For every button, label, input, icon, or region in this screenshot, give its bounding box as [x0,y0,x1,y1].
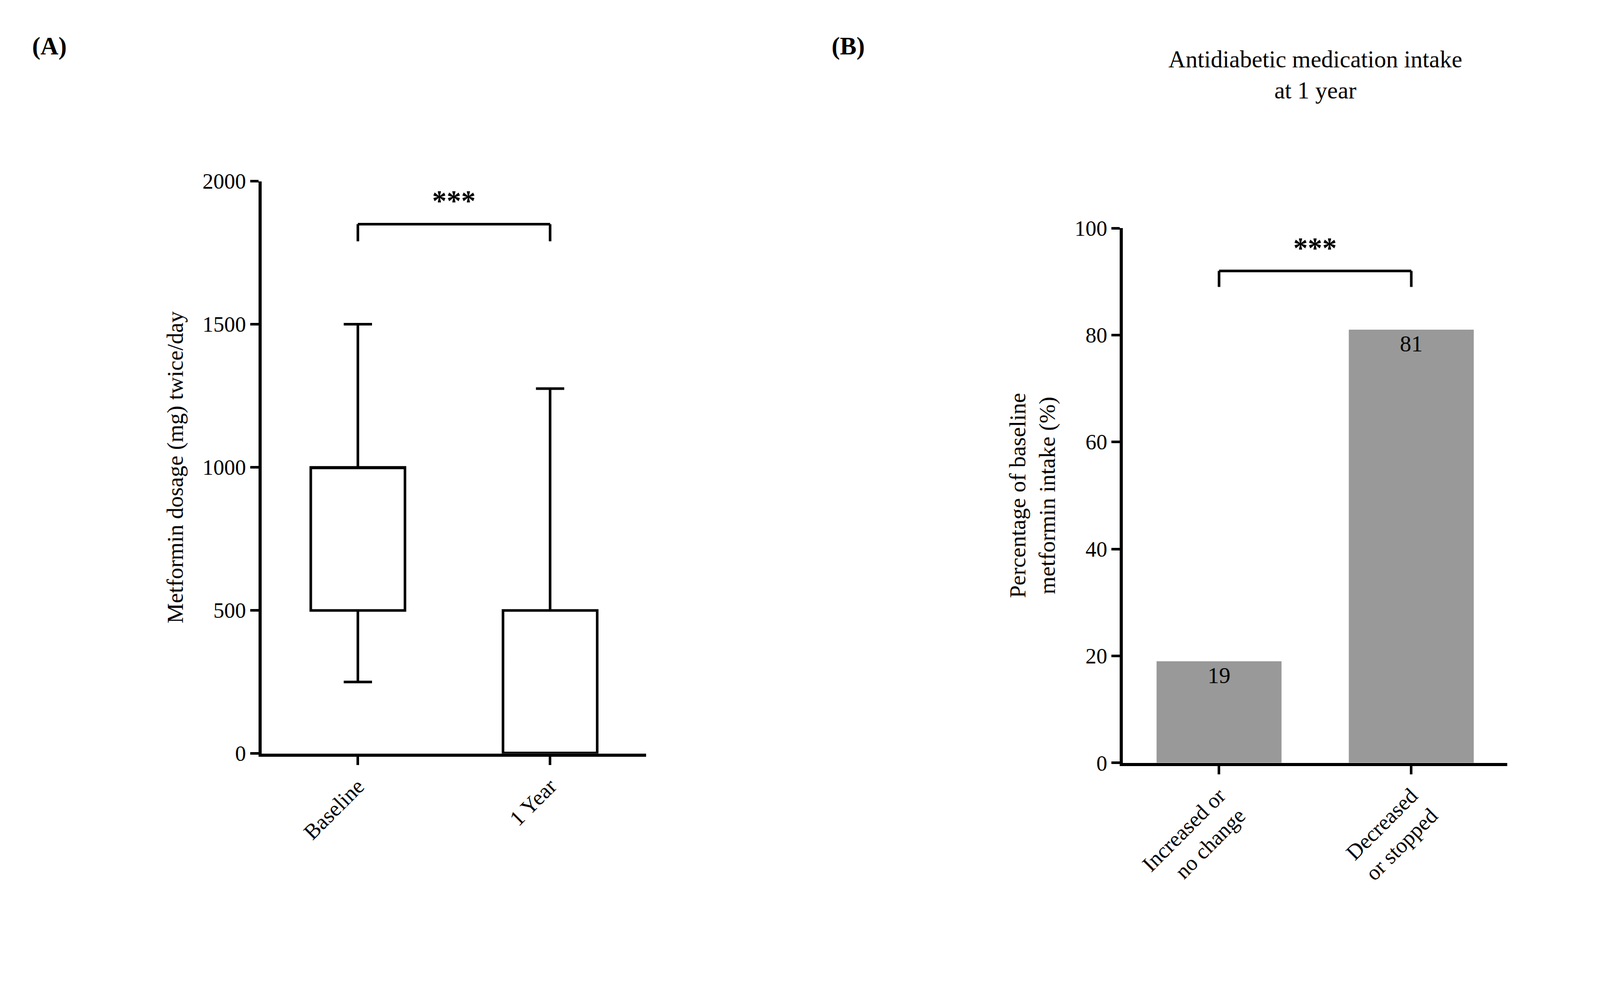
svg-text:Baseline: Baseline [298,774,369,845]
svg-text:1000: 1000 [202,455,247,480]
svg-text:***: *** [432,184,476,218]
svg-text:Decreasedor stopped: Decreasedor stopped [1340,783,1443,885]
svg-text:80: 80 [1085,323,1108,348]
svg-text:Percentage of baselinemetformi: Percentage of baselinemetformin intake (… [1005,392,1061,598]
svg-text:(B): (B) [831,32,865,61]
svg-text:Antidiabetic medication intake: Antidiabetic medication intakeat 1 year [1168,46,1463,104]
svg-text:1 Year: 1 Year [504,774,561,831]
svg-text:Increased orno change: Increased orno change [1137,783,1251,896]
svg-text:0: 0 [235,741,247,766]
svg-text:Metformin dosage (mg) twice/da: Metformin dosage (mg) twice/day [162,310,189,623]
svg-text:2000: 2000 [202,169,247,194]
svg-text:1500: 1500 [202,312,247,337]
svg-text:20: 20 [1085,644,1108,668]
svg-text:19: 19 [1207,662,1231,689]
svg-text:***: *** [1293,232,1337,265]
svg-text:60: 60 [1085,430,1108,454]
svg-text:81: 81 [1400,331,1423,357]
svg-text:100: 100 [1074,216,1108,241]
svg-text:40: 40 [1085,537,1108,562]
svg-text:0: 0 [1096,751,1108,776]
svg-text:(A): (A) [32,32,67,61]
svg-text:500: 500 [213,598,247,623]
